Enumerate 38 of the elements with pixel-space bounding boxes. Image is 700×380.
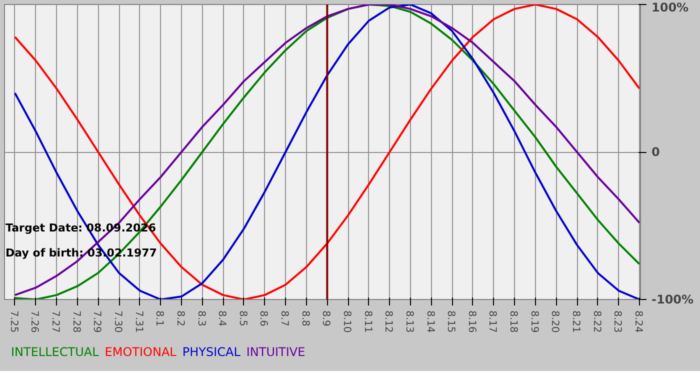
x-tick-label: 8.17 — [486, 310, 498, 333]
x-tick-label: 8.4 — [216, 310, 228, 326]
x-tick-label: 8.23 — [612, 310, 623, 333]
x-tick-label: 7.26 — [28, 310, 40, 333]
x-tick-label: 8.19 — [528, 310, 540, 333]
text: EMOTIONAL — [104, 345, 176, 359]
text: INTELLECTUAL — [11, 345, 99, 359]
x-tick-label: 8.15 — [445, 310, 456, 333]
y-tick-label: 100% — [652, 0, 689, 14]
x-tick-label: 7.30 — [112, 310, 123, 333]
x-tick-label: 8.3 — [195, 310, 206, 326]
x-tick-label: 8.13 — [403, 310, 414, 333]
x-tick-label: 8.16 — [466, 310, 477, 333]
x-tick-label: 8.12 — [382, 310, 394, 333]
x-tick-label: 8.9 — [320, 310, 332, 326]
x-tick-label: 7.31 — [132, 310, 144, 333]
x-tick-label: 8.10 — [341, 310, 352, 333]
x-tick-label: 8.18 — [508, 310, 519, 333]
x-tick-label: 8.22 — [590, 310, 602, 333]
x-tick-label: 8.7 — [278, 310, 290, 326]
x-tick-label: 8.24 — [632, 310, 644, 333]
x-tick-label: 8.11 — [362, 310, 373, 333]
text: PHYSICAL — [182, 345, 240, 359]
x-tick-label: 8.21 — [570, 310, 582, 333]
x-tick-label: 8.5 — [236, 310, 248, 326]
text: INTUITIVE — [246, 345, 306, 359]
x-tick-label: 7.28 — [70, 310, 82, 333]
x-tick-label: 7.25 — [8, 310, 19, 333]
y-tick-label: 0 — [652, 145, 660, 159]
x-tick-label: 8.8 — [299, 310, 310, 326]
x-tick-label: 7.27 — [50, 310, 61, 333]
x-tick-label: 8.14 — [424, 310, 436, 333]
x-tick-label: 7.29 — [91, 310, 102, 333]
x-tick-label: 8.6 — [258, 310, 269, 326]
y-tick-label: -100% — [652, 292, 694, 306]
x-tick-label: 8.1 — [154, 310, 165, 326]
x-tick-label: 8.20 — [549, 310, 560, 333]
x-tick-label: 8.2 — [174, 310, 186, 326]
